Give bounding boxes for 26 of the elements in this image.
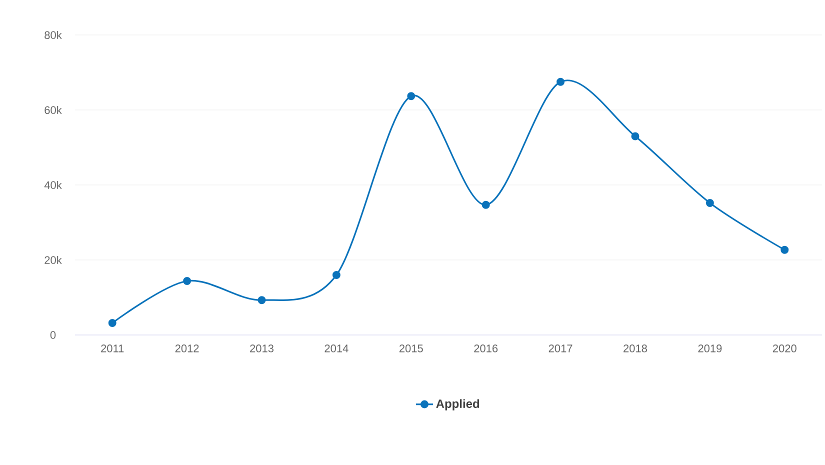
x-tick-label: 2020 xyxy=(772,344,796,352)
y-tick-label: 40k xyxy=(44,180,62,190)
x-tick-label: 2011 xyxy=(101,344,124,352)
point xyxy=(482,200,490,209)
point xyxy=(706,198,714,207)
y-tick-label: 80k xyxy=(44,30,62,40)
point xyxy=(183,276,192,285)
x-tick-label: 2016 xyxy=(474,344,498,352)
x-tick-label: 2015 xyxy=(399,344,423,352)
point xyxy=(780,246,789,254)
y-tick-label: 60k xyxy=(44,106,62,114)
x-tick-label: 2014 xyxy=(324,344,348,352)
point xyxy=(258,296,266,304)
legend-label: Applied xyxy=(436,399,480,410)
x-tick-label: 2012 xyxy=(175,344,199,352)
point xyxy=(108,318,116,327)
x-tick-label: 2019 xyxy=(698,344,722,352)
x-tick-label: 2013 xyxy=(250,344,274,352)
point xyxy=(332,270,340,279)
x-tick-label: 2017 xyxy=(548,344,572,352)
x-tick-label: 2018 xyxy=(624,344,647,352)
point xyxy=(407,92,416,100)
point xyxy=(631,132,640,140)
point xyxy=(556,78,565,86)
y-tick-label: 20k xyxy=(44,256,62,264)
y-tick-label: 0 xyxy=(50,331,56,339)
